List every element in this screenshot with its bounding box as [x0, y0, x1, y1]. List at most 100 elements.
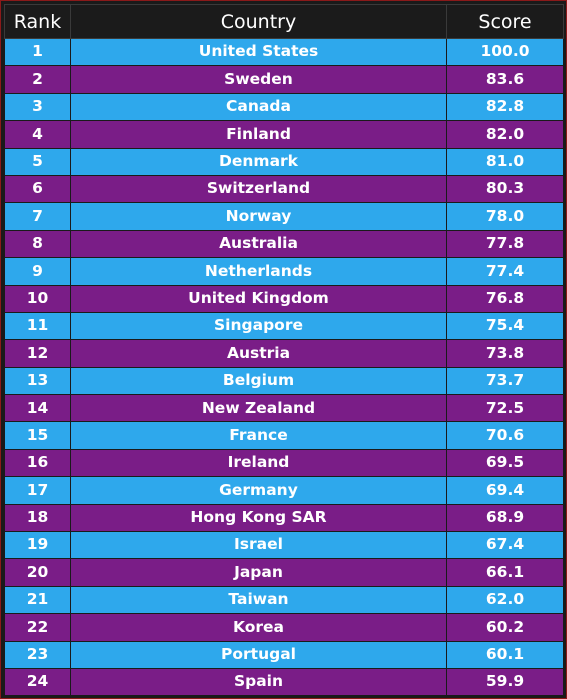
- cell-score: 82.0: [446, 120, 564, 149]
- cell-score: 60.2: [446, 613, 564, 642]
- cell-score: 73.8: [446, 339, 564, 368]
- table-row: 8 Australia 77.8: [4, 229, 564, 259]
- cell-score: 80.3: [446, 174, 564, 204]
- cell-score: 77.8: [446, 229, 564, 259]
- cell-score: 68.9: [446, 503, 564, 533]
- cell-rank: 2: [4, 65, 71, 94]
- cell-country: Germany: [70, 476, 447, 505]
- table-row: 21 Taiwan 62.0: [4, 585, 564, 615]
- ranking-table: Rank Country Score 1 United States 100.0 2 S…: [4, 4, 564, 697]
- table-row: 2 Sweden 83.6: [4, 65, 564, 94]
- cell-score: 70.6: [446, 421, 564, 450]
- cell-rank: 17: [4, 476, 71, 505]
- cell-rank: 9: [4, 257, 71, 286]
- table-row: 11 Singapore 75.4: [4, 311, 564, 341]
- cell-country: Ireland: [70, 448, 447, 478]
- cell-rank: 3: [4, 92, 71, 122]
- cell-score: 60.1: [446, 640, 564, 669]
- cell-country: Korea: [70, 613, 447, 642]
- cell-rank: 8: [4, 229, 71, 259]
- cell-score: 67.4: [446, 531, 564, 560]
- cell-rank: 13: [4, 366, 71, 396]
- cell-rank: 16: [4, 448, 71, 478]
- table-row: 20 Japan 66.1: [4, 558, 564, 587]
- cell-country: Finland: [70, 120, 447, 149]
- cell-country: Sweden: [70, 65, 447, 94]
- cell-country: United Kingdom: [70, 284, 447, 313]
- cell-score: 75.4: [446, 311, 564, 341]
- cell-country: Israel: [70, 531, 447, 560]
- cell-score: 72.5: [446, 394, 564, 423]
- table-row: 10 United Kingdom 76.8: [4, 284, 564, 313]
- table-row: 9 Netherlands 77.4: [4, 257, 564, 286]
- cell-country: Switzerland: [70, 174, 447, 204]
- table-row: 1 United States 100.0: [4, 37, 564, 67]
- table-row: 14 New Zealand 72.5: [4, 394, 564, 423]
- table-row: 12 Austria 73.8: [4, 339, 564, 368]
- cell-country: New Zealand: [70, 394, 447, 423]
- table-row: 16 Ireland 69.5: [4, 448, 564, 478]
- table-row: 22 Korea 60.2: [4, 613, 564, 642]
- cell-rank: 7: [4, 202, 71, 231]
- cell-country: Austria: [70, 339, 447, 368]
- cell-rank: 24: [4, 667, 71, 697]
- cell-rank: 15: [4, 421, 71, 450]
- cell-rank: 14: [4, 394, 71, 423]
- header-rank[interactable]: Rank: [4, 4, 71, 39]
- header-country[interactable]: Country: [70, 4, 447, 39]
- cell-score: 82.8: [446, 92, 564, 122]
- cell-rank: 5: [4, 147, 71, 176]
- cell-score: 78.0: [446, 202, 564, 231]
- cell-country: Australia: [70, 229, 447, 259]
- table-row: 13 Belgium 73.7: [4, 366, 564, 396]
- cell-country: Spain: [70, 667, 447, 697]
- cell-country: Denmark: [70, 147, 447, 176]
- header-row: Rank Country Score: [4, 4, 564, 39]
- table-row: 24 Spain 59.9: [4, 667, 564, 697]
- table-header: Rank Country Score: [4, 4, 564, 39]
- cell-country: Japan: [70, 558, 447, 587]
- cell-country: Hong Kong SAR: [70, 503, 447, 533]
- cell-score: 81.0: [446, 147, 564, 176]
- cell-score: 69.5: [446, 448, 564, 478]
- cell-rank: 12: [4, 339, 71, 368]
- cell-country: Canada: [70, 92, 447, 122]
- cell-score: 69.4: [446, 476, 564, 505]
- cell-rank: 23: [4, 640, 71, 669]
- table-body: 1 United States 100.0 2 Sweden 83.6 3 Canada 82.…: [4, 37, 564, 697]
- cell-rank: 22: [4, 613, 71, 642]
- cell-rank: 20: [4, 558, 71, 587]
- cell-score: 83.6: [446, 65, 564, 94]
- table-row: 4 Finland 82.0: [4, 120, 564, 149]
- cell-rank: 21: [4, 585, 71, 615]
- table-row: 15 France 70.6: [4, 421, 564, 450]
- cell-rank: 6: [4, 174, 71, 204]
- cell-rank: 4: [4, 120, 71, 149]
- cell-country: France: [70, 421, 447, 450]
- table-row: 17 Germany 69.4: [4, 476, 564, 505]
- header-score[interactable]: Score: [446, 4, 564, 39]
- cell-country: Netherlands: [70, 257, 447, 286]
- cell-rank: 18: [4, 503, 71, 533]
- table-row: 7 Norway 78.0: [4, 202, 564, 231]
- cell-rank: 11: [4, 311, 71, 341]
- cell-rank: 19: [4, 531, 71, 560]
- cell-country: Norway: [70, 202, 447, 231]
- cell-country: Portugal: [70, 640, 447, 669]
- cell-country: Singapore: [70, 311, 447, 341]
- table-row: 19 Israel 67.4: [4, 531, 564, 560]
- cell-country: United States: [70, 37, 447, 67]
- cell-country: Belgium: [70, 366, 447, 396]
- cell-rank: 1: [4, 37, 71, 67]
- table-row: 6 Switzerland 80.3: [4, 174, 564, 204]
- table-row: 3 Canada 82.8: [4, 92, 564, 122]
- cell-score: 66.1: [446, 558, 564, 587]
- cell-score: 59.9: [446, 667, 564, 697]
- cell-score: 77.4: [446, 257, 564, 286]
- cell-score: 76.8: [446, 284, 564, 313]
- cell-score: 73.7: [446, 366, 564, 396]
- cell-score: 100.0: [446, 37, 564, 67]
- table-row: 18 Hong Kong SAR 68.9: [4, 503, 564, 533]
- cell-rank: 10: [4, 284, 71, 313]
